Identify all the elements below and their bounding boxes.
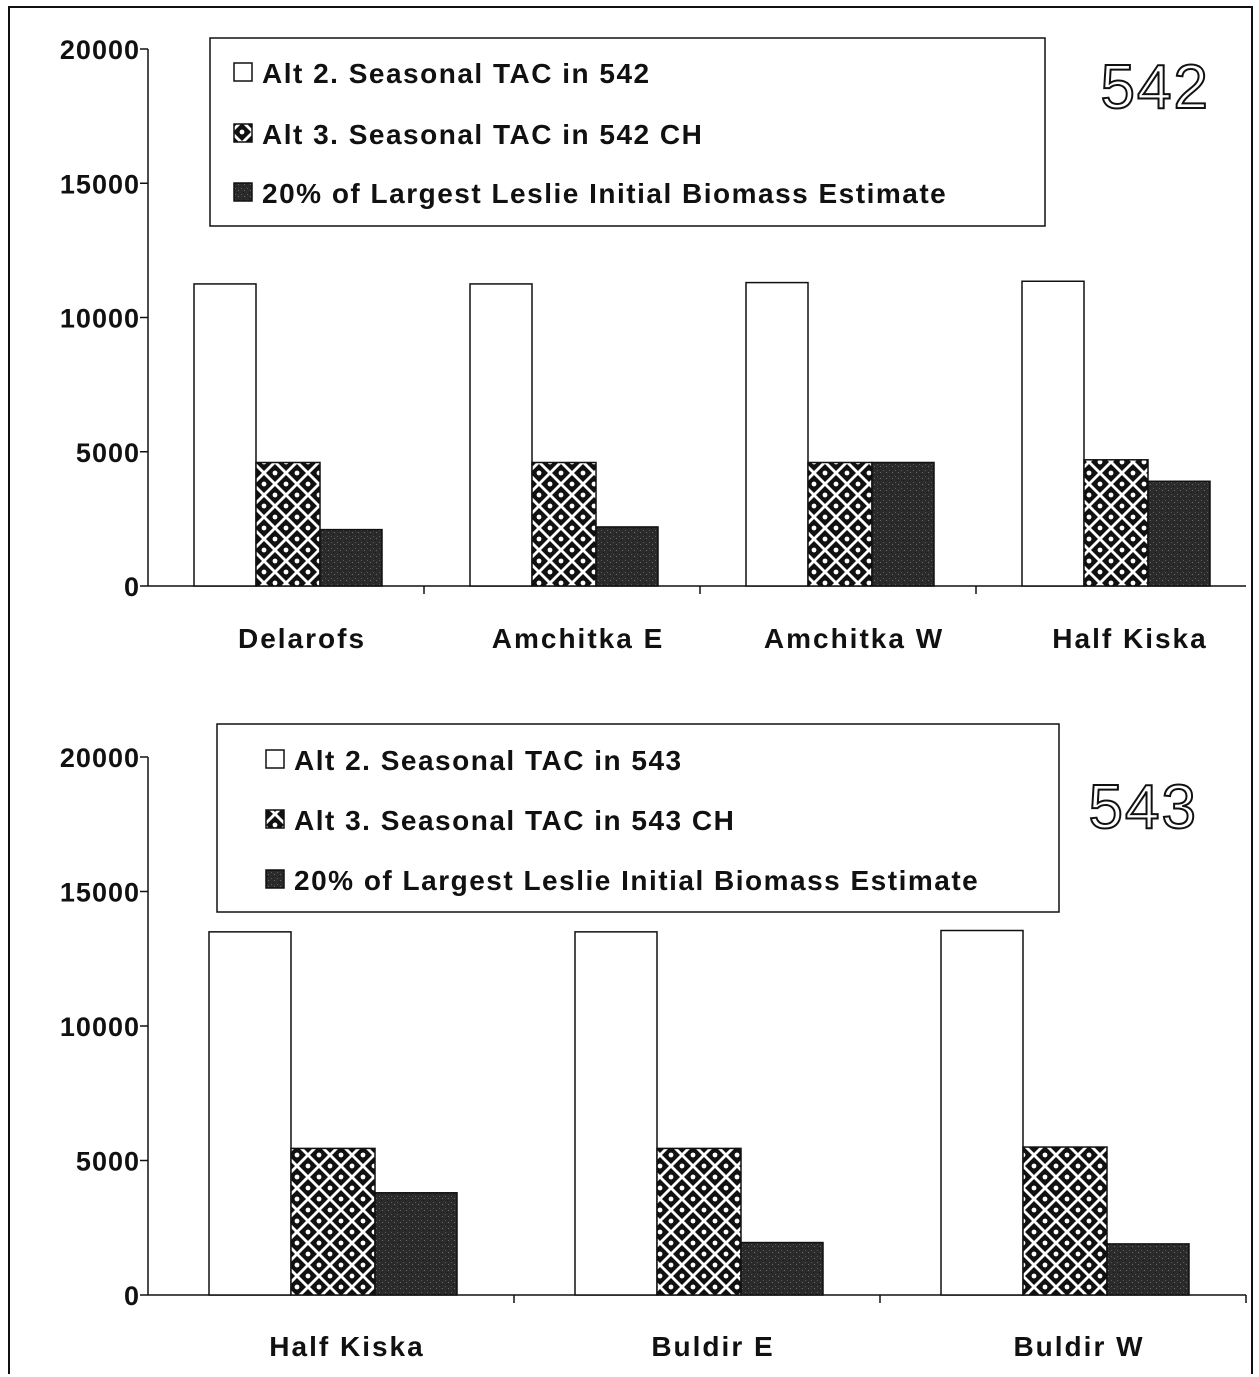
bar-blank bbox=[940, 929, 1024, 1296]
y-tick-label: 10000 bbox=[60, 1012, 140, 1042]
bar-checker bbox=[1022, 1146, 1108, 1296]
legend-label: 20% of Largest Leslie Initial Biomass Es… bbox=[262, 178, 947, 209]
y-tick-label: 10000 bbox=[60, 304, 140, 334]
bar-checker bbox=[531, 461, 597, 587]
y-tick-label: 15000 bbox=[60, 878, 140, 908]
bar-dark bbox=[1147, 480, 1211, 587]
legend-swatch-checker bbox=[265, 809, 285, 829]
bar-dark bbox=[871, 461, 935, 587]
category-label: Half Kiska bbox=[1052, 623, 1207, 654]
bar-dark bbox=[319, 528, 383, 587]
y-tick-label: 20000 bbox=[60, 743, 140, 773]
y-tick-label: 15000 bbox=[60, 169, 140, 199]
bar-blank bbox=[574, 931, 658, 1296]
panel-tag: 543 bbox=[1089, 773, 1198, 842]
y-tick-label: 5000 bbox=[76, 438, 140, 468]
chart-panel-543: 0 5000 10000 15000 20000 Half Kiska Buldir E Bu… bbox=[60, 723, 1247, 1362]
legend-box bbox=[216, 723, 1060, 913]
y-tick-label: 20000 bbox=[60, 35, 140, 65]
bar-blank bbox=[208, 931, 292, 1296]
bar-checker bbox=[656, 1147, 742, 1296]
legend-swatch-dark bbox=[233, 182, 253, 202]
category-label: Buldir W bbox=[1013, 1331, 1144, 1362]
y-tick-label: 0 bbox=[124, 1281, 140, 1311]
bar-blank bbox=[469, 283, 533, 587]
figure-frame bbox=[8, 6, 1253, 1374]
bar-checker bbox=[807, 461, 873, 587]
category-label: Buldir E bbox=[651, 1331, 774, 1362]
bar-checker bbox=[290, 1147, 376, 1296]
bar-dark bbox=[1106, 1243, 1190, 1296]
legend-swatch-blank bbox=[265, 749, 285, 769]
bar-blank bbox=[193, 283, 257, 587]
legend-label: 20% of Largest Leslie Initial Biomass Es… bbox=[294, 865, 979, 896]
bar-dark bbox=[595, 526, 659, 587]
legend-label: Alt 3. Seasonal TAC in 543 CH bbox=[294, 805, 735, 836]
y-tick-label: 0 bbox=[124, 572, 140, 602]
legend: Alt 2. Seasonal TAC in 542 Alt 3. Seasona… bbox=[209, 37, 1046, 227]
bar-dark bbox=[374, 1192, 458, 1296]
category-label: Amchitka E bbox=[492, 623, 665, 654]
legend-label: Alt 3. Seasonal TAC in 542 CH bbox=[262, 119, 703, 150]
legend-swatch-blank bbox=[233, 62, 253, 82]
legend-swatch-checker bbox=[233, 123, 253, 143]
bar-blank bbox=[745, 281, 809, 587]
legend-swatch-dark bbox=[265, 869, 285, 889]
bar-checker bbox=[255, 461, 321, 587]
legend-label: Alt 2. Seasonal TAC in 543 bbox=[294, 745, 683, 776]
category-label: Delarofs bbox=[238, 623, 366, 654]
chart-panel-542: 0 5000 10000 15000 20000 Delarofs Amchitka E Am… bbox=[60, 35, 1253, 654]
category-label: Amchitka W bbox=[764, 623, 944, 654]
y-tick-label: 5000 bbox=[76, 1147, 140, 1177]
bar-blank bbox=[1021, 280, 1085, 587]
bar-dark bbox=[740, 1241, 824, 1296]
category-label: Half Kiska bbox=[269, 1331, 424, 1362]
panel-tag: 542 bbox=[1101, 53, 1210, 122]
legend-label: Alt 2. Seasonal TAC in 542 bbox=[262, 58, 651, 89]
legend-box bbox=[209, 37, 1046, 227]
legend: Alt 2. Seasonal TAC in 543 Alt 3. Seasona… bbox=[216, 723, 1060, 913]
bar-checker bbox=[1083, 459, 1149, 587]
